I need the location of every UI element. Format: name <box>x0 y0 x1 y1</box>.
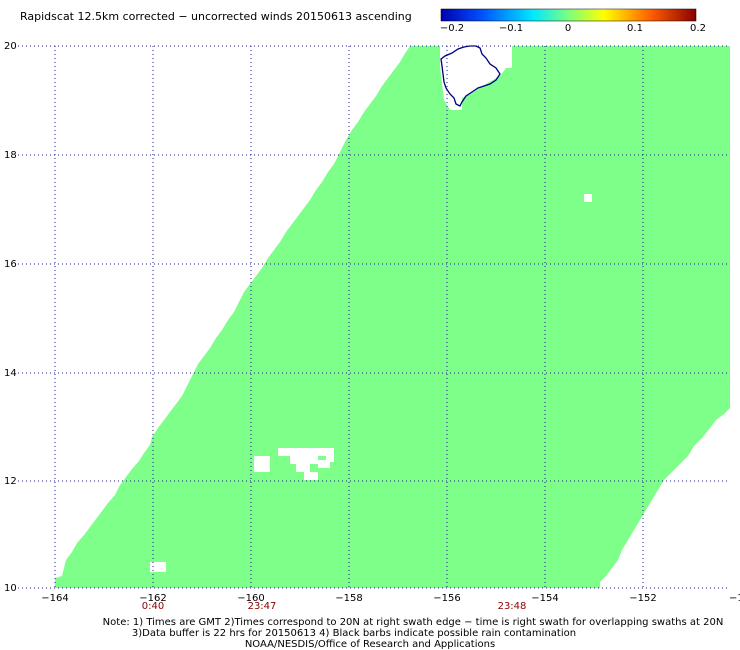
lat-label-18: 18 <box>4 150 17 161</box>
note-line-2: 3)Data buffer is 22 hrs for 20150613 4) … <box>132 628 576 639</box>
colorbar-gradient <box>440 8 697 22</box>
data-gap <box>584 194 592 202</box>
colorbar-tick-5: 0.2 <box>690 23 706 34</box>
data-gap <box>326 452 334 462</box>
data-gap <box>150 562 166 572</box>
gridlines <box>18 45 730 589</box>
swath-layer <box>55 46 730 588</box>
rapidscat-swath <box>55 46 730 588</box>
colorbar-tick-2: −0.1 <box>499 23 523 34</box>
lat-label-10: 10 <box>4 583 17 594</box>
colorbar: −0.2 −0.1 0 0.1 0.2 <box>440 8 706 34</box>
time-labels: 0:40 23:47 23:48 <box>142 601 527 612</box>
lon-label-158: −158 <box>335 593 362 604</box>
missing-data-holes <box>150 194 592 572</box>
data-gap <box>290 456 318 464</box>
chart-title: Rapidscat 12.5km corrected − uncorrected… <box>20 10 412 23</box>
lat-label-14: 14 <box>4 368 17 379</box>
data-gap <box>304 472 318 480</box>
lon-label-160: −160 <box>237 593 264 604</box>
data-gap <box>254 456 270 472</box>
lon-label-150: −15 <box>729 593 740 604</box>
colorbar-tick-1: −0.2 <box>440 23 464 34</box>
data-gap <box>278 448 334 456</box>
lon-label-164: −164 <box>41 593 68 604</box>
time-label-1: 0:40 <box>142 601 164 612</box>
time-label-2: 23:47 <box>248 601 277 612</box>
lon-label-152: −152 <box>629 593 656 604</box>
lon-label-154: −154 <box>531 593 558 604</box>
data-gap <box>296 464 310 472</box>
land-outline <box>440 45 501 107</box>
lon-labels: −164 −162 −160 −158 −156 −154 −152 −15 <box>41 593 740 604</box>
lon-label-156: −156 <box>433 593 460 604</box>
lon-label-162: −162 <box>139 593 166 604</box>
colorbar-tick-3: 0 <box>565 23 571 34</box>
lat-labels: 20 18 16 14 12 10 <box>4 41 17 594</box>
lat-label-20: 20 <box>4 41 17 52</box>
note-line-1: Note: 1) Times are GMT 2)Times correspon… <box>103 617 724 628</box>
time-label-3: 23:48 <box>498 601 527 612</box>
colorbar-tick-4: 0.1 <box>627 23 643 34</box>
note-line-3: NOAA/NESDIS/Office of Research and Appli… <box>245 639 495 650</box>
footnotes: Note: 1) Times are GMT 2)Times correspon… <box>103 617 724 650</box>
data-gap <box>318 460 330 468</box>
lat-label-16: 16 <box>4 259 17 270</box>
lat-label-12: 12 <box>4 476 17 487</box>
